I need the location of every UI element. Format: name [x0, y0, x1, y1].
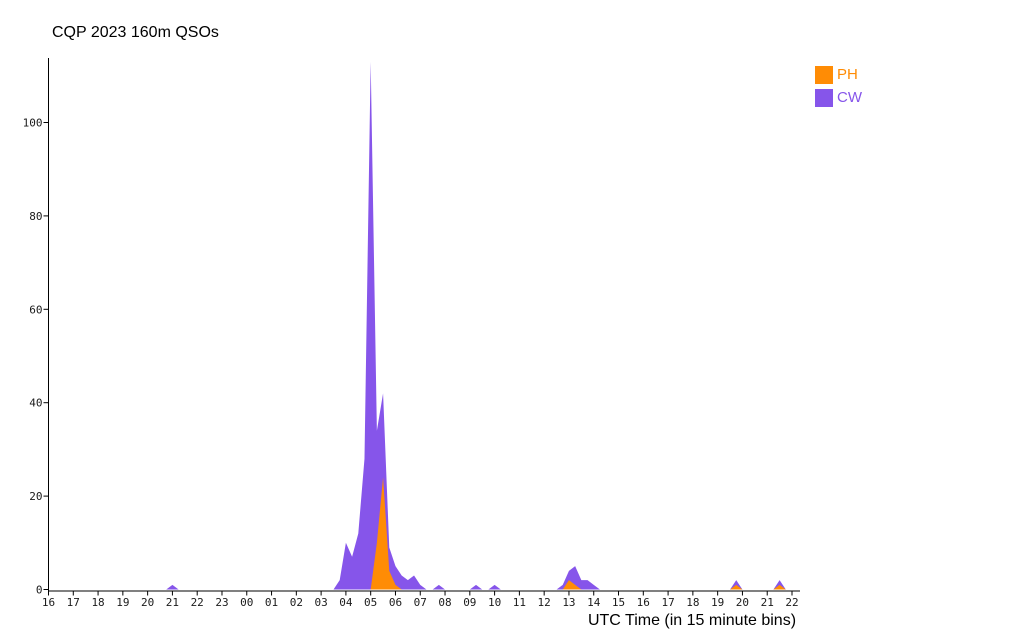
legend-label-ph: PH	[837, 66, 858, 83]
x-tick-label: 07	[414, 596, 427, 609]
legend-item-cw: CW	[815, 89, 862, 107]
x-tick-label: 03	[314, 596, 327, 609]
x-tick-label: 00	[240, 596, 253, 609]
legend-item-ph: PH	[815, 66, 862, 84]
x-tick-label: 18	[91, 596, 104, 609]
x-tick-label: 10	[488, 596, 501, 609]
x-tick-label: 19	[116, 596, 129, 609]
y-tick-label: 20	[29, 490, 42, 503]
area-series-ph	[48, 477, 792, 590]
x-tick-label: 13	[562, 596, 575, 609]
x-tick-label: 17	[67, 596, 80, 609]
legend: PH CW	[815, 66, 862, 112]
x-tick-label: 04	[339, 596, 353, 609]
x-tick-label: 16	[637, 596, 650, 609]
legend-swatch-cw	[815, 89, 833, 107]
x-tick-label: 15	[612, 596, 625, 609]
x-tick-label: 21	[166, 596, 179, 609]
x-tick-label: 06	[389, 596, 402, 609]
x-tick-label: 22	[785, 596, 798, 609]
x-tick-label: 21	[761, 596, 774, 609]
x-tick-label: 02	[290, 596, 303, 609]
y-tick-label: 60	[29, 303, 42, 316]
x-tick-label: 09	[463, 596, 476, 609]
x-tick-label: 14	[587, 596, 601, 609]
x-tick-label: 12	[538, 596, 551, 609]
y-tick-label: 100	[23, 117, 43, 130]
x-tick-label: 23	[215, 596, 228, 609]
x-tick-label: 20	[736, 596, 749, 609]
legend-label-cw: CW	[837, 89, 862, 106]
y-tick-label: 0	[36, 584, 43, 597]
x-tick-label: 20	[141, 596, 154, 609]
chart-title: CQP 2023 160m QSOs	[52, 24, 219, 41]
x-tick-label: 22	[191, 596, 204, 609]
x-tick-label: 11	[513, 596, 526, 609]
y-tick-label: 40	[29, 397, 42, 410]
x-tick-label: 05	[364, 596, 377, 609]
x-tick-label: 17	[661, 596, 674, 609]
area-series-cw	[48, 61, 792, 590]
x-tick-label: 19	[711, 596, 724, 609]
legend-swatch-ph	[815, 66, 833, 84]
x-tick-label: 08	[438, 596, 451, 609]
x-tick-label: 16	[42, 596, 55, 609]
x-tick-label: 18	[686, 596, 699, 609]
x-tick-label: 01	[265, 596, 278, 609]
y-tick-label: 80	[29, 210, 42, 223]
x-axis-title: UTC Time (in 15 minute bins)	[587, 612, 797, 629]
